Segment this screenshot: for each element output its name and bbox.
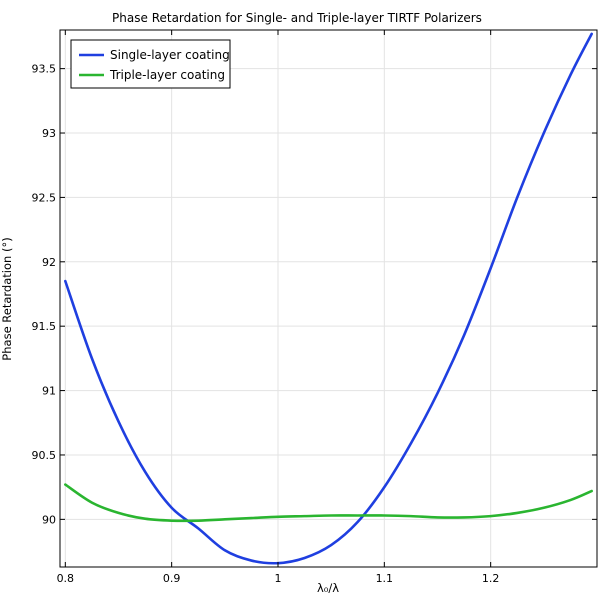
legend-label-triple-layer: Triple-layer coating [109,68,225,82]
legend-box [70,39,231,89]
axis-ticks: 0.8 0.9 1 1.1 1.2 90 90.5 91 91.5 92 92.5 93 93.5 [32,30,597,585]
x-tick-label: 0.8 [57,572,75,585]
plot-frame [59,29,598,568]
x-axis-label: λ₀/λ [317,581,339,595]
plot-series [64,32,593,565]
x-tick-label: 1 [274,572,281,585]
grid [60,30,597,567]
series-line-triple-layer [64,483,593,523]
legend: Single-layer coating Triple-layer coatin… [70,39,231,89]
chart-title: Phase Retardation for Single- and Triple… [112,11,482,25]
y-tick-label: 90.5 [32,449,57,462]
y-axis-label: Phase Retardation (°) [0,237,14,360]
y-tick-label: 91 [42,385,56,398]
x-tick-label: 1.1 [376,572,394,585]
series-line-single-layer [64,32,593,565]
x-tick-label: 0.9 [163,572,181,585]
y-tick-label: 90 [42,513,56,526]
y-tick-label: 93 [42,127,56,140]
legend-label-single-layer: Single-layer coating [110,48,230,62]
x-tick-label: 1.2 [482,572,500,585]
y-tick-label: 92 [42,256,56,269]
y-tick-label: 91.5 [32,320,57,333]
y-tick-label: 93.5 [32,63,57,76]
y-tick-label: 92.5 [32,191,57,204]
